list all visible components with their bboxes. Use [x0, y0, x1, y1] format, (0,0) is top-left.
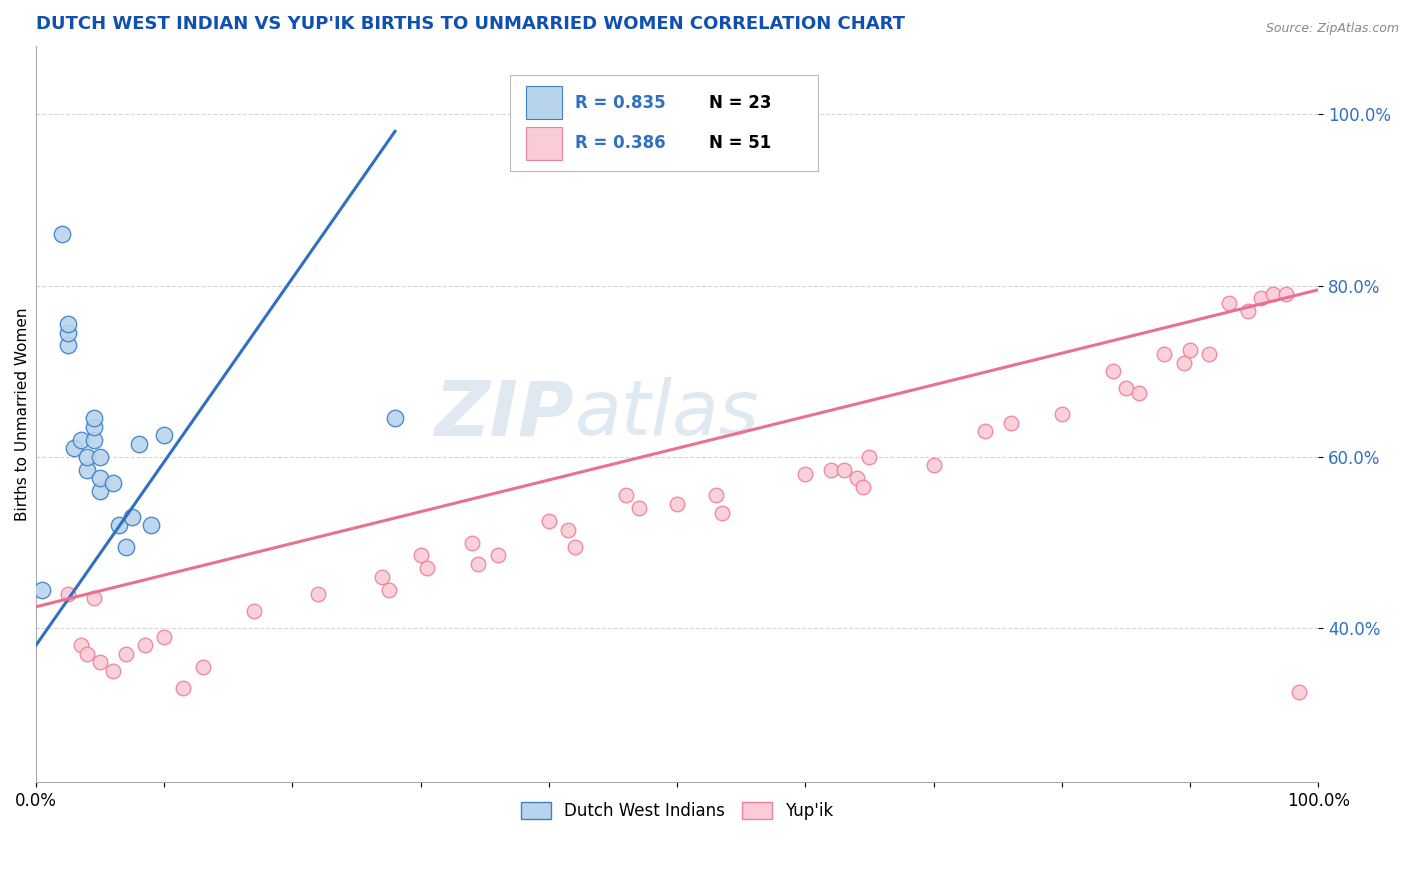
- Point: [76, 463, 98, 477]
- Point: [83, 433, 105, 447]
- Point: [1236, 304, 1258, 318]
- Text: N = 23: N = 23: [709, 94, 772, 112]
- Point: [56, 326, 79, 340]
- Point: [69, 433, 91, 447]
- Point: [704, 488, 727, 502]
- Point: [416, 561, 439, 575]
- Point: [832, 463, 855, 477]
- Legend: Dutch West Indians, Yup'ik: Dutch West Indians, Yup'ik: [515, 796, 839, 827]
- Point: [409, 549, 432, 563]
- Point: [666, 497, 689, 511]
- Point: [1178, 343, 1201, 357]
- Point: [243, 604, 266, 618]
- Point: [858, 450, 880, 464]
- Point: [614, 488, 637, 502]
- Text: atlas: atlas: [575, 377, 759, 451]
- Point: [83, 420, 105, 434]
- Text: Source: ZipAtlas.com: Source: ZipAtlas.com: [1265, 22, 1399, 36]
- Point: [820, 463, 842, 477]
- Point: [153, 630, 176, 644]
- Point: [922, 458, 945, 473]
- Point: [384, 411, 406, 425]
- Point: [101, 664, 124, 678]
- Text: DUTCH WEST INDIAN VS YUP'IK BIRTHS TO UNMARRIED WOMEN CORRELATION CHART: DUTCH WEST INDIAN VS YUP'IK BIRTHS TO UN…: [37, 15, 905, 33]
- Point: [63, 442, 86, 456]
- Text: R = 0.835: R = 0.835: [575, 94, 665, 112]
- Point: [1153, 347, 1175, 361]
- Point: [89, 471, 111, 485]
- Point: [711, 506, 734, 520]
- Point: [845, 471, 868, 485]
- Point: [153, 428, 176, 442]
- Point: [56, 338, 79, 352]
- Point: [56, 587, 79, 601]
- Point: [69, 638, 91, 652]
- Point: [134, 638, 156, 652]
- Bar: [526, 87, 562, 120]
- Point: [83, 411, 105, 425]
- Point: [114, 647, 136, 661]
- Point: [56, 317, 79, 331]
- Point: [1000, 416, 1022, 430]
- Point: [564, 540, 586, 554]
- Point: [76, 647, 98, 661]
- Point: [1275, 287, 1298, 301]
- Text: ZIP: ZIP: [434, 377, 575, 451]
- Point: [89, 450, 111, 464]
- Point: [461, 535, 484, 549]
- Point: [76, 450, 98, 464]
- Point: [1128, 385, 1150, 400]
- Point: [121, 509, 143, 524]
- Point: [307, 587, 329, 601]
- Point: [114, 540, 136, 554]
- Point: [852, 480, 875, 494]
- Point: [89, 484, 111, 499]
- Point: [31, 582, 53, 597]
- Text: N = 51: N = 51: [709, 135, 772, 153]
- Point: [1173, 356, 1195, 370]
- Point: [1250, 291, 1272, 305]
- Point: [191, 659, 214, 673]
- Point: [537, 514, 560, 528]
- Point: [1198, 347, 1220, 361]
- Point: [377, 582, 399, 597]
- Point: [1263, 287, 1285, 301]
- Point: [172, 681, 194, 695]
- Point: [1050, 407, 1073, 421]
- Point: [1288, 685, 1310, 699]
- Point: [128, 437, 150, 451]
- Point: [557, 523, 579, 537]
- Point: [371, 570, 394, 584]
- Point: [1102, 364, 1125, 378]
- Text: R = 0.386: R = 0.386: [575, 135, 665, 153]
- Point: [1115, 381, 1137, 395]
- Y-axis label: Births to Unmarried Women: Births to Unmarried Women: [15, 307, 31, 521]
- FancyBboxPatch shape: [510, 75, 818, 171]
- Point: [486, 549, 509, 563]
- Point: [89, 656, 111, 670]
- Point: [108, 518, 131, 533]
- Point: [467, 557, 489, 571]
- Bar: [526, 127, 562, 160]
- Point: [141, 518, 163, 533]
- Point: [973, 424, 995, 438]
- Point: [794, 467, 817, 481]
- Point: [627, 501, 650, 516]
- Point: [1218, 295, 1240, 310]
- Point: [101, 475, 124, 490]
- Point: [83, 591, 105, 606]
- Point: [51, 227, 73, 241]
